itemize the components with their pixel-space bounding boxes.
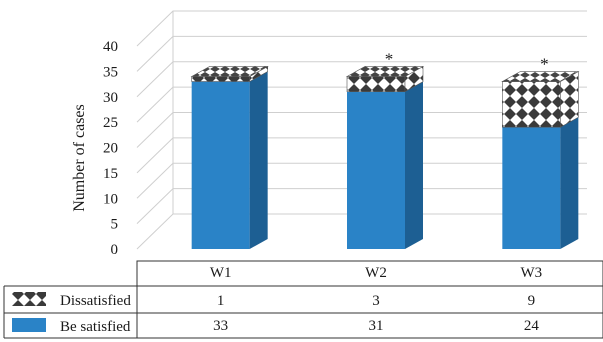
legend-entry: Dissatisfied bbox=[60, 293, 131, 309]
x-tick-label: W1 bbox=[210, 265, 232, 281]
gridlines bbox=[136, 10, 587, 250]
category-axis bbox=[136, 260, 603, 286]
y-tick-label: 10 bbox=[103, 191, 118, 207]
data-table-value: 3 bbox=[372, 293, 380, 309]
bar-side-be-satisfied-w3 bbox=[560, 117, 579, 249]
significance-marker: * bbox=[385, 49, 394, 68]
data-table-value: 33 bbox=[213, 318, 228, 334]
y-tick-label: 40 bbox=[103, 39, 118, 55]
data-table-value: 1 bbox=[217, 293, 225, 309]
axes bbox=[136, 260, 603, 286]
legend-key-dissatisfied bbox=[12, 292, 46, 306]
data-table: W1 1 33 W2 3 31 W3 9 24 Dissatisfied Be satisfied bbox=[3, 265, 603, 339]
bar-side-be-satisfied-w2 bbox=[405, 81, 423, 249]
bar-side-be-satisfied-w1 bbox=[249, 71, 268, 250]
bar-top-w2 bbox=[345, 66, 425, 77]
bar-dissatisfied-w3 bbox=[502, 81, 561, 128]
y-tick-label: 35 bbox=[103, 64, 118, 80]
data-table-value: 9 bbox=[528, 293, 536, 309]
data-table-value: 31 bbox=[369, 318, 384, 334]
x-tick-label: W2 bbox=[365, 265, 387, 281]
y-tick-labels: 0 5 10 15 20 25 30 35 40 bbox=[103, 39, 118, 258]
y-tick-label: 25 bbox=[103, 115, 118, 131]
data-table-value: 24 bbox=[524, 318, 540, 334]
x-tick-label: W3 bbox=[520, 265, 542, 281]
y-tick-label: 20 bbox=[103, 141, 118, 157]
bar-dissatisfied-w1 bbox=[191, 76, 250, 82]
bar-dissatisfied-w2 bbox=[346, 76, 406, 92]
bar-be-satisfied-w3 bbox=[502, 127, 561, 249]
y-tick-label: 30 bbox=[103, 90, 118, 106]
legend-key-be-satisfied bbox=[12, 318, 46, 332]
bars bbox=[190, 65, 580, 250]
legend-entry: Be satisfied bbox=[60, 319, 131, 335]
bar-be-satisfied-w1 bbox=[191, 81, 250, 250]
gridline bbox=[136, 35, 587, 72]
y-tick-label: 0 bbox=[111, 242, 119, 258]
bar-top-w1 bbox=[190, 66, 269, 77]
y-tick-label: 15 bbox=[103, 166, 118, 182]
significance-marker: * bbox=[540, 55, 549, 74]
gridline bbox=[136, 10, 587, 47]
bar-top-w3 bbox=[501, 71, 580, 82]
bar-be-satisfied-w2 bbox=[347, 91, 405, 249]
y-tick-label: 5 bbox=[111, 217, 119, 233]
y-axis-label: Number of cases bbox=[71, 104, 88, 212]
annotations: * * bbox=[385, 49, 549, 73]
